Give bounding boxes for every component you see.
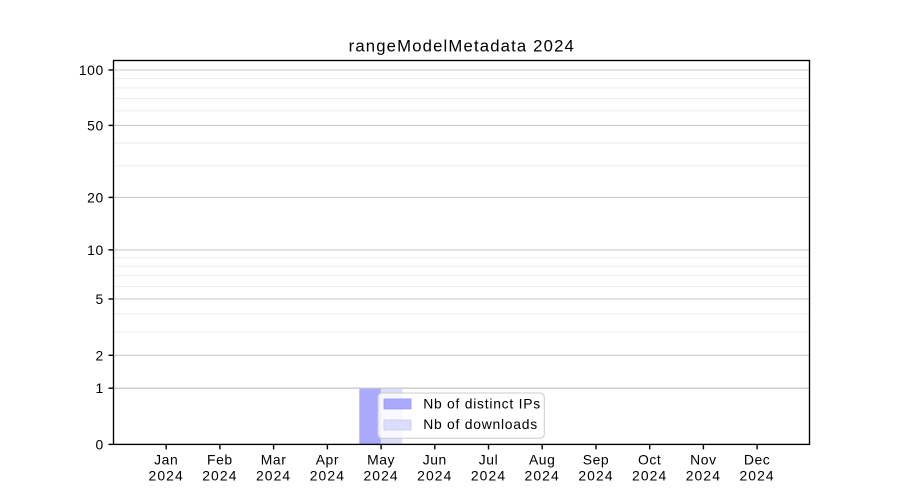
svg-text:0: 0 bbox=[95, 436, 103, 452]
svg-text:Jul: Jul bbox=[479, 452, 499, 468]
svg-text:2024: 2024 bbox=[525, 468, 560, 484]
svg-text:2024: 2024 bbox=[632, 468, 667, 484]
svg-text:50: 50 bbox=[87, 117, 104, 133]
svg-text:Mar: Mar bbox=[261, 452, 287, 468]
svg-text:2024: 2024 bbox=[149, 468, 184, 484]
svg-text:rangeModelMetadata 2024: rangeModelMetadata 2024 bbox=[349, 37, 575, 56]
svg-text:2024: 2024 bbox=[471, 468, 506, 484]
svg-text:2024: 2024 bbox=[256, 468, 291, 484]
svg-text:100: 100 bbox=[79, 62, 104, 78]
svg-text:Dec: Dec bbox=[744, 452, 771, 468]
svg-text:Apr: Apr bbox=[316, 452, 339, 468]
svg-text:2024: 2024 bbox=[363, 468, 398, 484]
svg-text:20: 20 bbox=[87, 189, 104, 205]
svg-text:10: 10 bbox=[87, 242, 104, 258]
svg-text:2024: 2024 bbox=[686, 468, 721, 484]
svg-text:Sep: Sep bbox=[583, 452, 610, 468]
svg-text:5: 5 bbox=[95, 291, 103, 307]
svg-text:Jun: Jun bbox=[423, 452, 447, 468]
svg-text:Feb: Feb bbox=[207, 452, 233, 468]
svg-text:Aug: Aug bbox=[529, 452, 556, 468]
svg-text:Jan: Jan bbox=[154, 452, 178, 468]
svg-text:1: 1 bbox=[95, 380, 103, 396]
svg-text:2024: 2024 bbox=[417, 468, 452, 484]
svg-text:2024: 2024 bbox=[310, 468, 345, 484]
svg-text:2024: 2024 bbox=[739, 468, 774, 484]
svg-text:2024: 2024 bbox=[202, 468, 237, 484]
svg-text:Oct: Oct bbox=[638, 452, 661, 468]
svg-text:May: May bbox=[367, 452, 395, 468]
svg-text:2: 2 bbox=[95, 347, 103, 363]
svg-text:Nov: Nov bbox=[690, 452, 717, 468]
svg-text:Nb of distinct IPs: Nb of distinct IPs bbox=[423, 396, 541, 412]
svg-text:Nb of downloads: Nb of downloads bbox=[423, 416, 538, 432]
svg-text:2024: 2024 bbox=[578, 468, 613, 484]
